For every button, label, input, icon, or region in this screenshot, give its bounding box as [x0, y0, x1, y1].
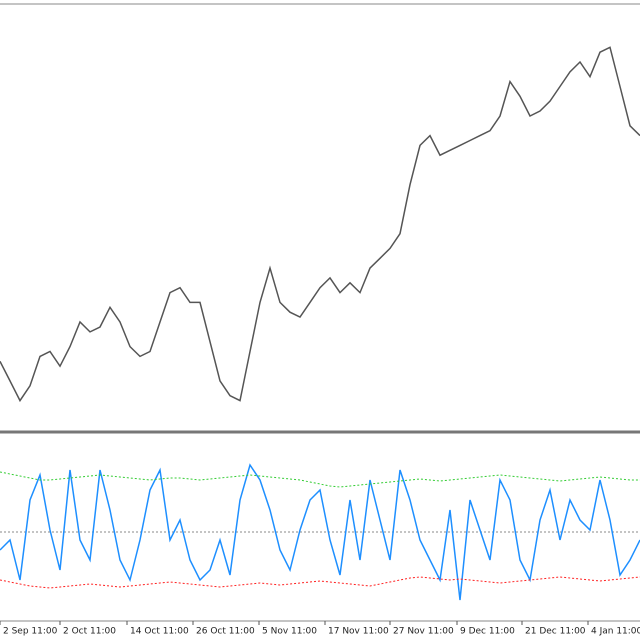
x-tick-label: 4 Jan 11:00	[591, 627, 640, 637]
x-tick-label: 27 Nov 11:00	[393, 627, 454, 637]
x-tick-label: 9 Dec 11:00	[460, 627, 515, 637]
x-tick-label: 5 Nov 11:00	[262, 627, 317, 637]
series-line	[0, 463, 640, 601]
x-tick-label: 26 Oct 11:00	[196, 627, 255, 637]
x-tick-label: 2 Oct 11:00	[63, 627, 116, 637]
x-tick-label: 2 Sep 11:00	[3, 627, 58, 637]
x-tick-label: 14 Oct 11:00	[130, 627, 189, 637]
x-tick-label: 21 Dec 11:00	[525, 627, 586, 637]
x-tick-label: 17 Nov 11:00	[328, 627, 389, 637]
series-line	[0, 471, 640, 488]
series-line	[0, 576, 640, 589]
series-line	[0, 46, 640, 403]
